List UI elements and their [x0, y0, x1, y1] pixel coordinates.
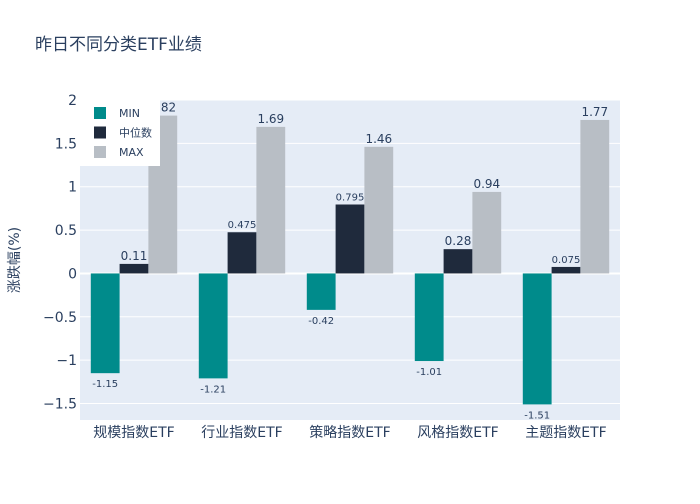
bar-MIN-风格指数ETF[interactable] — [414, 273, 444, 362]
bar-MAX-策略指数ETF[interactable] — [364, 146, 394, 274]
legend-box — [80, 100, 160, 166]
bar-MIN-策略指数ETF[interactable] — [306, 273, 336, 310]
legend-swatch[interactable] — [94, 107, 106, 119]
bar-中位数-风格指数ETF[interactable] — [443, 249, 473, 274]
x-tick-label: 策略指数ETF — [309, 424, 390, 441]
data-label: -0.42 — [308, 316, 334, 327]
y-tick-label: −1.5 — [43, 397, 77, 413]
data-label: 0.795 — [336, 192, 365, 203]
x-tick-label: 风格指数ETF — [417, 425, 498, 441]
bar-中位数-策略指数ETF[interactable] — [335, 204, 365, 274]
y-tick-label: −0.5 — [43, 310, 77, 326]
y-tick-label: 1.5 — [55, 136, 77, 152]
y-tick-label: −1 — [56, 353, 77, 369]
bar-MAX-风格指数ETF[interactable] — [472, 191, 502, 274]
bar-MIN-主题指数ETF[interactable] — [522, 273, 552, 405]
bar-MIN-规模指数ETF[interactable] — [90, 273, 120, 374]
legend-swatch[interactable] — [94, 146, 106, 158]
y-tick-label: 1 — [68, 180, 77, 196]
data-label: 0.11 — [121, 249, 148, 263]
data-label: -1.01 — [416, 367, 442, 378]
data-label: -1.15 — [92, 379, 118, 390]
data-label: 1.77 — [581, 105, 608, 119]
data-label: 0.475 — [228, 220, 257, 231]
y-axis-ticks: −1.5 −1 −0.5 0 0.5 1 1.5 2 — [43, 93, 77, 413]
bar-MAX-主题指数ETF[interactable] — [580, 119, 610, 274]
data-label: 1.69 — [257, 112, 284, 126]
y-tick-label: 2 — [68, 93, 77, 109]
x-tick-label: 行业指数ETF — [201, 425, 282, 441]
x-tick-label: 主题指数ETF — [525, 425, 606, 441]
data-label: 1.46 — [365, 132, 392, 146]
legend[interactable]: MIN 中位数 MAX — [80, 100, 160, 166]
x-axis-ticks: 规模指数ETF 行业指数ETF 策略指数ETF 风格指数ETF 主题指数ETF — [93, 424, 606, 441]
y-tick-label: 0.5 — [55, 223, 77, 239]
data-label: -1.21 — [200, 384, 226, 395]
data-label: 0.075 — [552, 255, 581, 266]
y-axis-title: 涨跌幅(%) — [7, 227, 23, 293]
legend-label[interactable]: MAX — [119, 146, 144, 159]
legend-swatch[interactable] — [94, 126, 106, 139]
bar-中位数-主题指数ETF[interactable] — [551, 266, 581, 274]
x-tick-label: 规模指数ETF — [93, 425, 174, 441]
chart-title: 昨日不同分类ETF业绩 — [35, 35, 202, 55]
y-tick-label: 0 — [68, 266, 77, 282]
data-label: 0.94 — [473, 177, 500, 191]
legend-label[interactable]: 中位数 — [119, 126, 152, 140]
bar-中位数-行业指数ETF[interactable] — [227, 232, 257, 274]
legend-label[interactable]: MIN — [119, 107, 140, 120]
bar-中位数-规模指数ETF[interactable] — [119, 263, 149, 274]
data-label: 0.28 — [445, 234, 472, 248]
data-label: -1.51 — [524, 410, 550, 421]
bar-MAX-行业指数ETF[interactable] — [256, 126, 286, 274]
bar-MIN-行业指数ETF[interactable] — [198, 273, 228, 379]
